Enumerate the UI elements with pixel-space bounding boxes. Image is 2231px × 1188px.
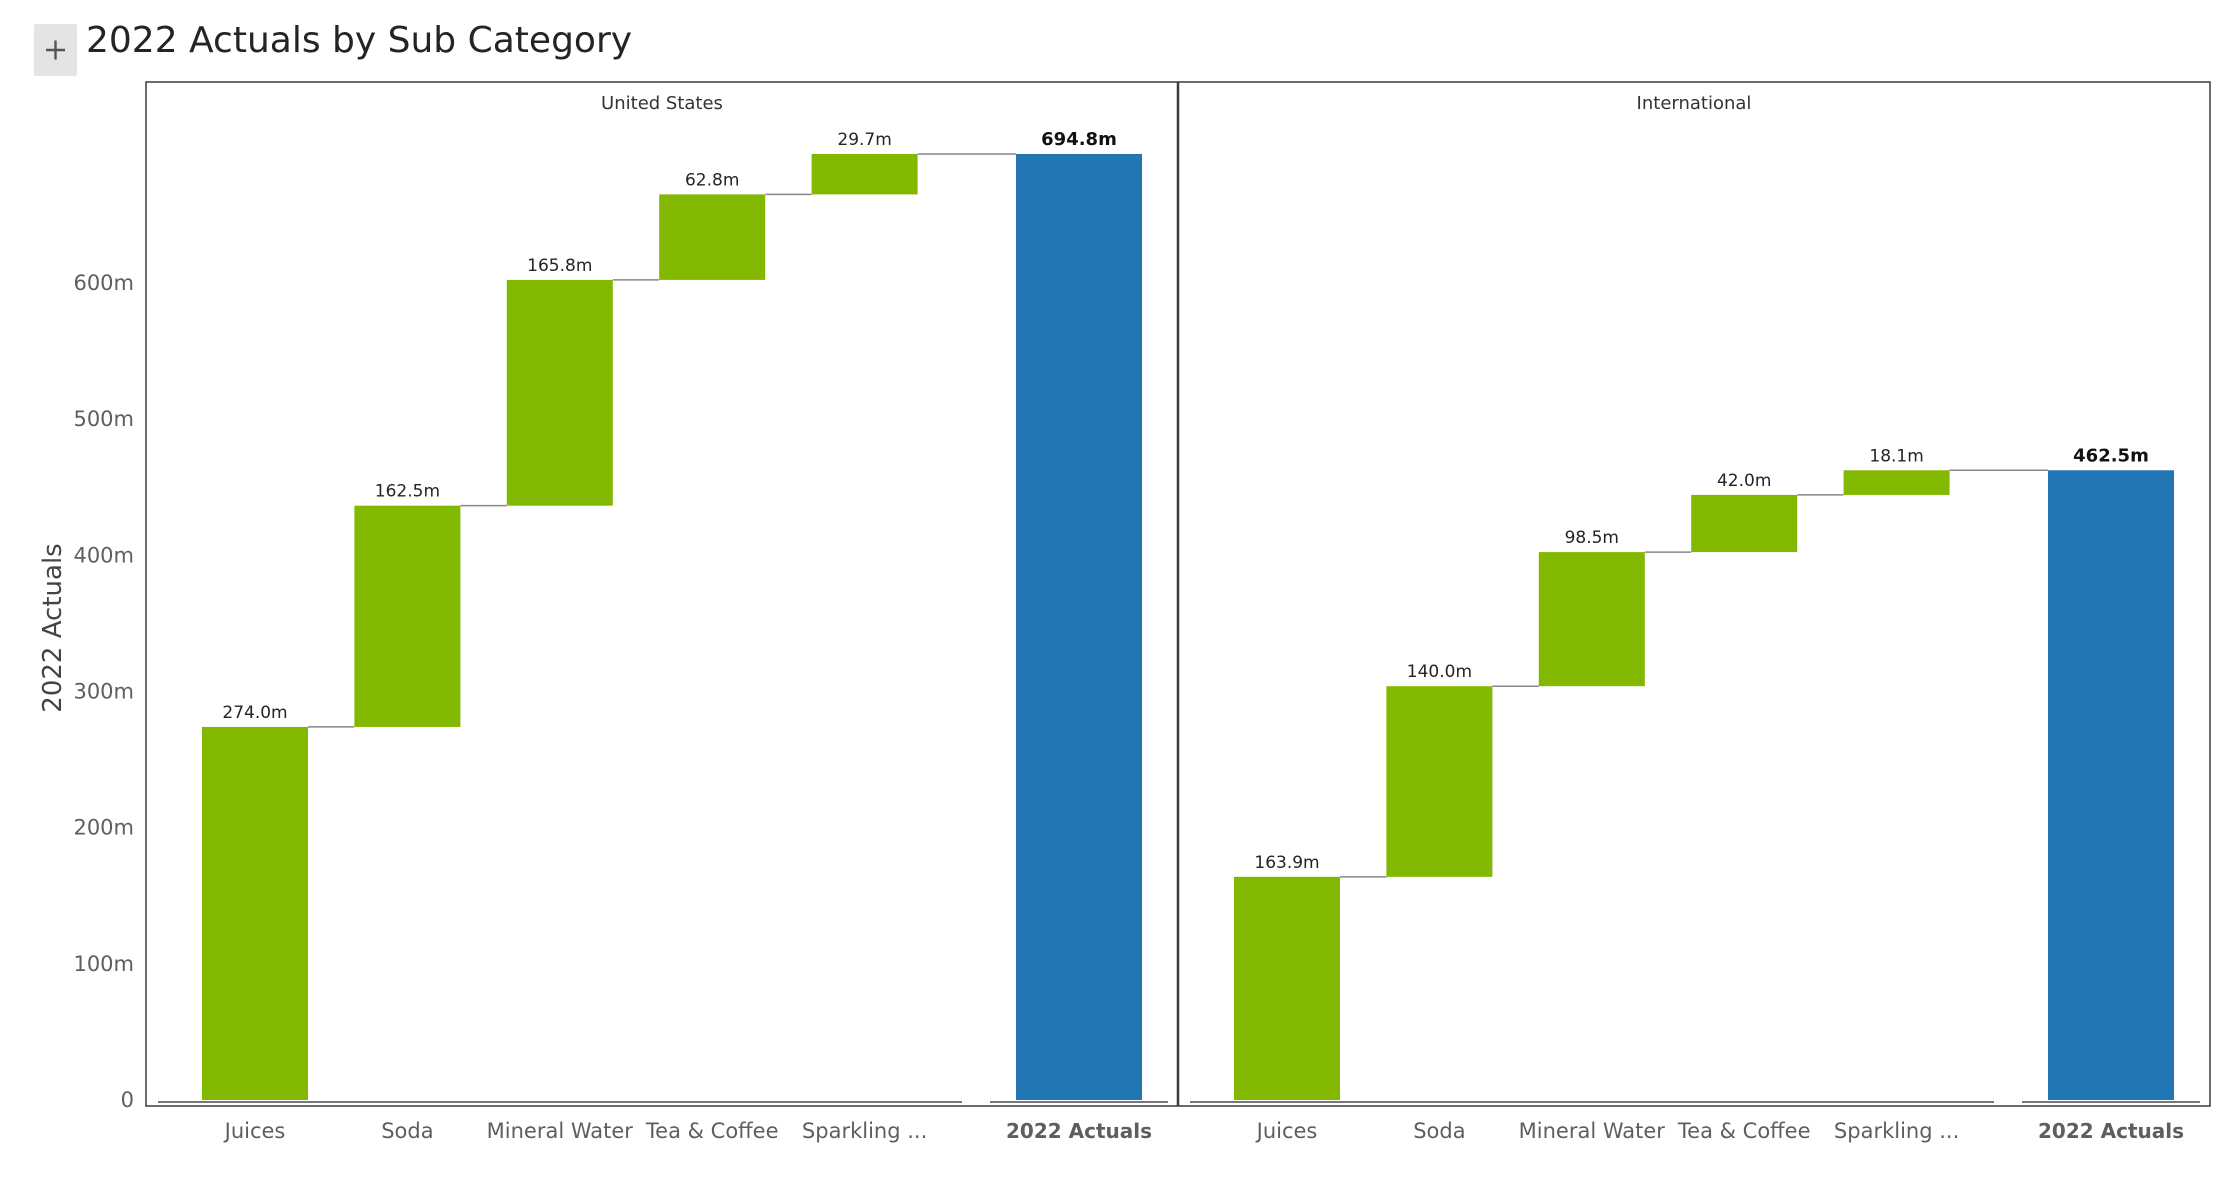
x-tick-label: Sparkling ... <box>802 1119 927 1143</box>
data-label: 18.1m <box>1869 446 1923 466</box>
data-label: 165.8m <box>527 256 592 276</box>
waterfall-bar <box>1234 876 1340 1100</box>
y-axis-title: 2022 Actuals <box>38 543 68 712</box>
data-label: 42.0m <box>1717 471 1771 491</box>
x-tick-label: Mineral Water <box>1519 1119 1666 1143</box>
x-tick-label: Juices <box>223 1119 286 1143</box>
y-tick-label: 200m <box>73 816 134 840</box>
y-tick-label: 300m <box>73 680 134 704</box>
waterfall-bar <box>1386 686 1493 877</box>
panel-title: International <box>1637 93 1752 114</box>
x-tick-label: Tea & Coffee <box>1677 1119 1811 1143</box>
data-label: 140.0m <box>1407 662 1472 682</box>
waterfall-bar <box>1691 494 1798 553</box>
x-tick-label: Mineral Water <box>487 1119 634 1143</box>
waterfall-bar <box>811 153 918 195</box>
expand-button[interactable] <box>34 24 77 76</box>
waterfall-bar <box>1538 552 1645 687</box>
x-tick-label-total: 2022 Actuals <box>2038 1119 2184 1143</box>
y-tick-label: 100m <box>73 952 134 976</box>
total-bar <box>2048 470 2174 1100</box>
data-label: 163.9m <box>1254 853 1319 873</box>
y-tick-label: 0 <box>121 1088 134 1112</box>
total-data-label: 462.5m <box>2073 445 2149 466</box>
data-label: 29.7m <box>837 130 891 150</box>
data-label: 274.0m <box>222 703 287 723</box>
x-tick-label: Soda <box>381 1119 433 1143</box>
x-tick-label: Juices <box>1255 1119 1318 1143</box>
x-tick-label-total: 2022 Actuals <box>1006 1119 1152 1143</box>
x-tick-label: Sparkling ... <box>1834 1119 1959 1143</box>
x-tick-label: Soda <box>1413 1119 1465 1143</box>
plus-icon <box>46 40 65 60</box>
waterfall-bar <box>1843 470 1950 495</box>
chart-title: 2022 Actuals by Sub Category <box>86 20 633 61</box>
total-bar <box>1016 153 1142 1100</box>
x-tick-label: Tea & Coffee <box>645 1119 779 1143</box>
waterfall-bar <box>354 505 461 727</box>
data-label: 62.8m <box>685 170 739 190</box>
data-label: 98.5m <box>1565 528 1619 548</box>
waterfall-bar <box>506 279 613 506</box>
y-tick-label: 400m <box>73 543 134 567</box>
total-data-label: 694.8m <box>1041 129 1117 150</box>
waterfall-bar <box>659 194 766 280</box>
data-label: 162.5m <box>375 482 440 502</box>
y-tick-label: 500m <box>73 407 134 431</box>
waterfall-bar <box>202 726 308 1100</box>
panel-title: United States <box>601 93 723 114</box>
y-tick-label: 600m <box>73 271 134 295</box>
